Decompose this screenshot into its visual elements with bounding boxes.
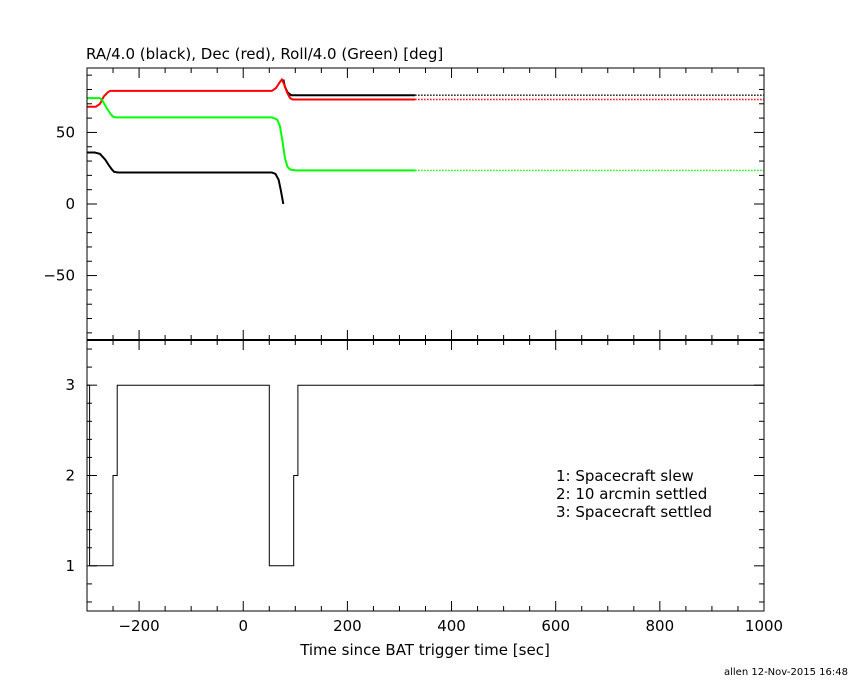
footer-stamp: allen 12-Nov-2015 16:48 <box>724 667 848 678</box>
bottom-panel-axes: −200 0 200 400 600 800 1000 1 2 3 <box>65 339 783 635</box>
legend-entry-2: 2: 10 arcmin settled <box>556 485 707 503</box>
x-tick-label: 200 <box>333 617 362 635</box>
x-tick-label: 1000 <box>745 617 783 635</box>
legend-entry-3: 3: Spacecraft settled <box>556 503 712 521</box>
top-series-line-1 <box>282 79 416 97</box>
y-tick-label: 50 <box>56 123 75 141</box>
y-tick-label: 1 <box>65 557 75 575</box>
x-tick-label: 600 <box>541 617 570 635</box>
top-panel-axes: −50 0 50 <box>43 67 765 341</box>
x-axis-label: Time since BAT trigger time [sec] <box>299 641 550 659</box>
x-tick-label: 800 <box>646 617 675 635</box>
top-series-line-5 <box>87 97 416 172</box>
x-tick-label: −200 <box>118 617 159 635</box>
attitude-series <box>87 77 764 205</box>
state-legend: 1: Spacecraft slew 2: 10 arcmin settled … <box>556 467 712 521</box>
x-tick-label: 400 <box>437 617 466 635</box>
y-tick-label: −50 <box>43 267 75 285</box>
legend-entry-1: 1: Spacecraft slew <box>556 467 694 485</box>
x-tick-label: 0 <box>238 617 248 635</box>
top-panel-frame <box>86 67 765 341</box>
y-tick-label: 3 <box>65 376 75 394</box>
y-tick-label: 0 <box>65 195 75 213</box>
top-series-line-3 <box>87 77 416 108</box>
top-series-line-0 <box>87 151 285 205</box>
y-tick-label: 2 <box>65 467 75 485</box>
chart-title: RA/4.0 (black), Dec (red), Roll/4.0 (Gre… <box>86 45 443 63</box>
